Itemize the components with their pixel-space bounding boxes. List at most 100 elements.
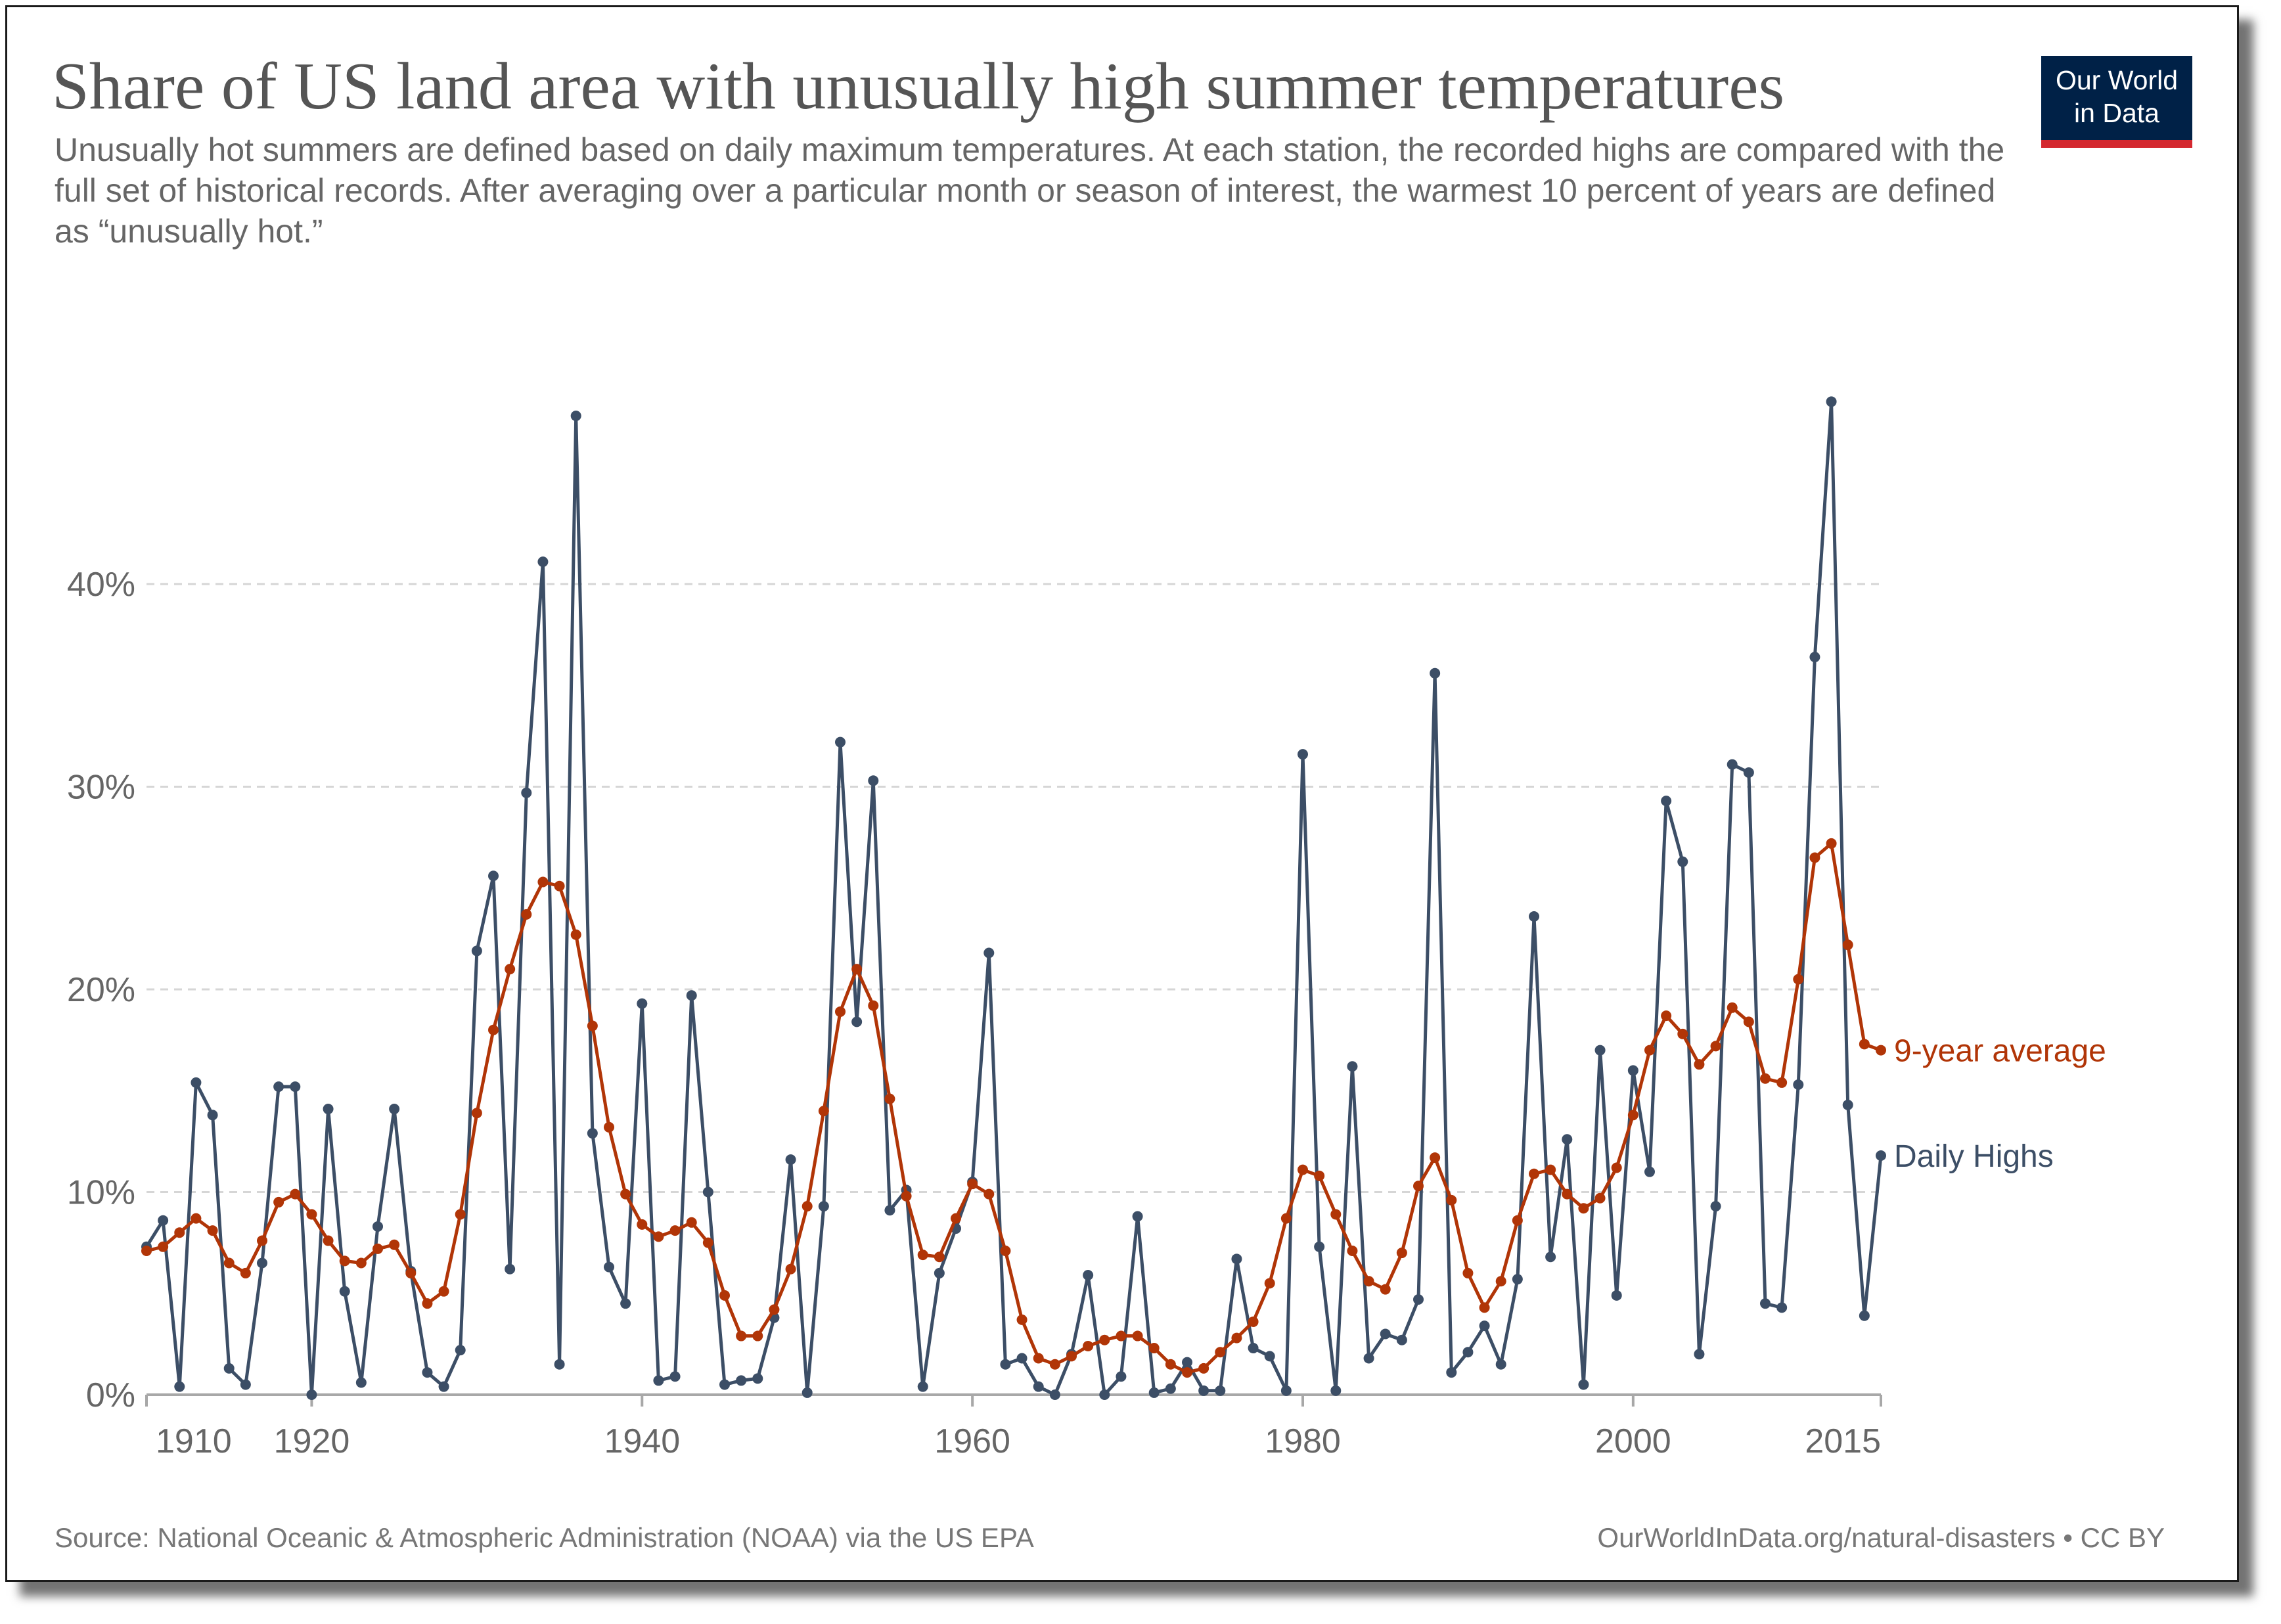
nine-year-average-point: [1776, 1077, 1788, 1088]
nine-year-average-point: [1330, 1209, 1342, 1220]
daily-highs-point: [355, 1377, 367, 1388]
daily-highs-point: [1330, 1385, 1342, 1396]
daily-highs-point: [422, 1367, 433, 1378]
nine-year-average-point: [1446, 1194, 1457, 1206]
series-lines: [141, 396, 1886, 1400]
daily-highs-point: [587, 1128, 598, 1139]
nine-year-average-point: [1594, 1192, 1606, 1204]
x-tick-label: 1940: [604, 1422, 680, 1460]
daily-highs-point: [1132, 1211, 1143, 1222]
daily-highs-point: [1280, 1385, 1292, 1396]
daily-highs-line: [145, 399, 1883, 1397]
daily-highs-point: [339, 1286, 350, 1297]
daily-highs-point: [1842, 1099, 1853, 1110]
daily-highs-point: [1380, 1328, 1391, 1340]
nine-year-average-point: [290, 1188, 301, 1200]
nine-year-average-point: [1760, 1073, 1771, 1084]
nine-year-average-point: [1033, 1353, 1044, 1364]
y-tick-label: 20%: [67, 971, 135, 1009]
daily-highs-point: [1083, 1269, 1094, 1280]
daily-highs-point: [1793, 1079, 1804, 1091]
nine-year-average-point: [736, 1330, 747, 1342]
nine-year-average-point: [1000, 1245, 1011, 1256]
nine-year-average-point: [818, 1106, 829, 1117]
nine-year-average-point: [521, 909, 532, 920]
nine-year-average-point: [1083, 1340, 1094, 1351]
daily-highs-point: [1644, 1166, 1655, 1177]
daily-highs-point: [488, 870, 499, 882]
nine-year-average-point: [1182, 1367, 1192, 1378]
nine-year-average-point: [1413, 1181, 1424, 1192]
daily-highs-point: [1594, 1045, 1606, 1056]
daily-highs-point: [1148, 1387, 1160, 1398]
daily-highs-point: [1231, 1253, 1242, 1265]
nine-year-average-point: [1826, 838, 1837, 849]
daily-highs-point: [207, 1110, 218, 1121]
daily-highs-point: [554, 1359, 565, 1370]
daily-highs-point: [1627, 1065, 1638, 1076]
nine-year-average-point: [323, 1235, 334, 1246]
daily-highs-point: [1182, 1357, 1192, 1368]
nine-year-average-point: [967, 1179, 978, 1190]
nine-year-average-point: [1148, 1343, 1160, 1354]
daily-highs-point: [505, 1263, 516, 1274]
daily-highs-point: [240, 1379, 251, 1390]
daily-highs-point: [736, 1375, 747, 1386]
nine-year-average-point: [1066, 1351, 1077, 1362]
nine-year-average-point: [1396, 1248, 1407, 1259]
daily-highs-point: [1677, 856, 1688, 867]
nine-year-average-point: [405, 1267, 417, 1278]
logo-line-1: Our World: [2055, 65, 2179, 95]
daily-highs-point: [851, 1016, 863, 1027]
x-tick-label: 1960: [934, 1422, 1010, 1460]
daily-highs-point: [835, 736, 846, 748]
daily-highs-point: [1314, 1241, 1325, 1252]
owid-logo[interactable]: Our World in Data: [2041, 56, 2192, 148]
daily-highs-point: [290, 1081, 301, 1093]
daily-highs-point: [1396, 1334, 1407, 1345]
daily-highs-point: [1248, 1343, 1259, 1354]
nine-year-average-point: [1298, 1164, 1308, 1175]
nine-year-average-point: [719, 1290, 730, 1301]
nine-year-average-point: [1627, 1110, 1638, 1121]
nine-year-average-point: [917, 1250, 928, 1261]
nine-year-average-point: [438, 1286, 449, 1297]
nine-year-average-point: [1743, 1016, 1754, 1027]
daily-highs-point: [389, 1104, 400, 1115]
nine-year-average-point: [1727, 1002, 1738, 1013]
nine-year-average-point: [1264, 1278, 1275, 1289]
nine-year-average-point: [835, 1006, 846, 1017]
nine-year-average-point: [1495, 1276, 1506, 1287]
daily-highs-point: [1264, 1351, 1275, 1362]
daily-highs-point: [1033, 1381, 1044, 1392]
nine-year-average-label: 9-year average: [1894, 1034, 2106, 1069]
daily-highs-point: [1298, 749, 1308, 760]
daily-highs-point: [1776, 1302, 1788, 1313]
nine-year-average-point: [901, 1190, 912, 1202]
daily-highs-point: [174, 1381, 185, 1392]
daily-highs-point: [158, 1215, 169, 1226]
daily-highs-point: [1727, 759, 1738, 770]
daily-highs-point: [537, 556, 549, 568]
daily-highs-point: [306, 1389, 317, 1400]
nine-year-average-point: [223, 1257, 235, 1269]
axes: 0% 10% 20% 30% 40% 1910 1920 1940 1960 1980 2000 20…: [67, 566, 1882, 1460]
daily-highs-point: [1562, 1134, 1573, 1145]
nine-year-average-point: [1280, 1213, 1292, 1224]
daily-highs-point: [1000, 1359, 1011, 1370]
x-tick-label: 1920: [274, 1422, 350, 1460]
nine-year-average-point: [505, 964, 516, 975]
nine-year-average-point: [1198, 1363, 1209, 1374]
nine-year-average-point: [1793, 974, 1804, 985]
daily-highs-point: [1876, 1150, 1886, 1161]
nine-year-average-line: [146, 842, 1882, 1374]
daily-highs-point: [323, 1104, 334, 1115]
daily-highs-point: [1198, 1385, 1209, 1396]
nine-year-average-point: [174, 1227, 185, 1238]
x-tick-label: 2015: [1805, 1422, 1881, 1460]
license-link[interactable]: OurWorldInData.org/natural-disasters • C…: [1597, 1522, 2165, 1553]
nine-year-average-point: [1380, 1284, 1391, 1295]
daily-highs-point: [1578, 1379, 1589, 1390]
nine-year-average-point: [1694, 1059, 1705, 1070]
nine-year-average-point: [1876, 1045, 1886, 1056]
